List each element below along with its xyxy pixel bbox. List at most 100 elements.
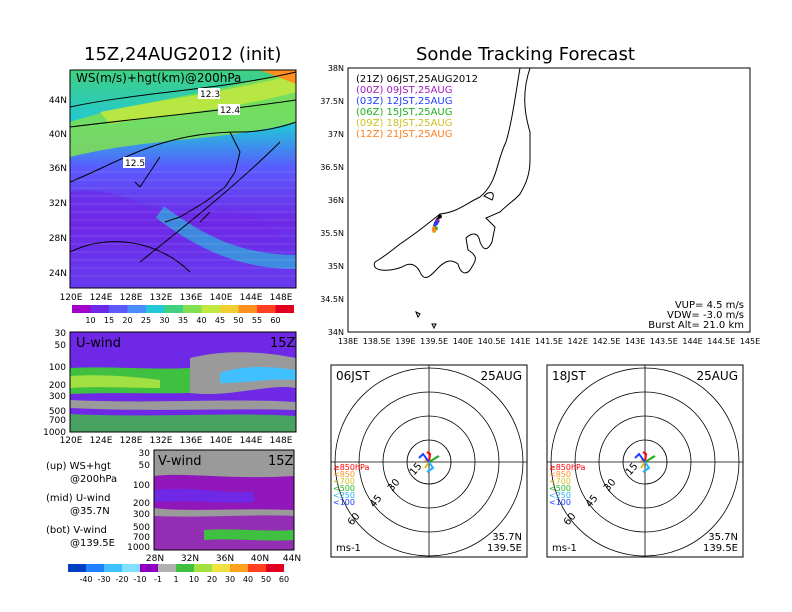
lon-tick-label: 139E: [395, 337, 415, 346]
hodograph-06jst: 06JST 25AUG35.7N139.5Ems-115304560≥850hPa…: [330, 364, 528, 558]
lon-tick-label: 143E: [625, 337, 645, 346]
track-point: [437, 214, 442, 219]
lon-tick-label: 143.5E: [650, 337, 678, 346]
pressure-tick: 100: [133, 481, 150, 491]
lat-tick-label: 34N: [328, 328, 344, 337]
wind-speed-map: WS(m/s)+hgt(km)@200hPa 12.3 12.4 12.5 44…: [49, 69, 297, 303]
contour-line: [69, 99, 297, 128]
colorbar-segment: [140, 564, 158, 572]
island: [415, 310, 421, 319]
contour-line: [69, 71, 297, 108]
colorbar-segment: [201, 305, 220, 313]
legend-entry: (21Z) 06JST,25AUG2012: [356, 74, 478, 85]
u-wind-section: U-wind 15Z 30 50 100 200 300 500 700 100…: [43, 329, 297, 446]
v-panel-label: V-wind: [158, 454, 202, 469]
colorbar-label: 55: [252, 316, 262, 325]
colorbar-segment: [109, 305, 128, 313]
level-legend: <850: [549, 470, 571, 479]
lon-tick-label: 145E: [740, 337, 760, 346]
hodo-vector: [634, 452, 646, 463]
colorbar-segment: [275, 305, 294, 313]
hodo-time: 06JST: [336, 369, 370, 383]
lat-tick-label: 24N: [49, 269, 67, 279]
pressure-tick: 500: [49, 407, 66, 417]
lon-tick-label: 140E: [210, 436, 233, 446]
colorbar-segment: [176, 564, 194, 572]
hodo-date: 25AUG: [696, 369, 738, 383]
lon-tick-label: 128E: [120, 293, 143, 303]
weak-wind-band: [70, 400, 296, 410]
legend-entry: (12Z) 21JST,25AUG: [356, 129, 453, 140]
lon-tick-label: 138E: [338, 337, 358, 346]
pressure-tick: 100: [49, 363, 66, 373]
hodo-lon: 139.5E: [487, 543, 522, 554]
colorbar-segment: [104, 564, 122, 572]
colorbar-segment: [212, 564, 230, 572]
lon-tick-label: 132E: [150, 293, 173, 303]
lon-tick-label: 120E: [60, 436, 83, 446]
lon-tick-label: 132E: [150, 436, 173, 446]
colorbar-segment: [248, 564, 266, 572]
hodo-vector: [418, 452, 430, 463]
lon-tick-label: 136E: [180, 293, 203, 303]
wind-colorbar: -40 -30 -20 -10 -1 1 10 20 30 40 50 60: [68, 564, 289, 584]
coastline: [373, 67, 531, 278]
level-legend: <250: [333, 491, 355, 500]
island: [431, 323, 437, 330]
colorbar-segment: [146, 305, 165, 313]
colorbar-segment: [238, 305, 257, 313]
left-title: 15Z,24AUG2012 (init): [84, 44, 282, 65]
contour-label-12-3: 12.3: [200, 90, 220, 100]
low-level-band: [70, 414, 296, 432]
lat-tick-label: 35N: [328, 262, 344, 271]
lat-tick-label: 34.5N: [320, 295, 344, 304]
hodo-time: 18JST: [552, 369, 586, 383]
v-wind-section: V-wind 15Z 30 50 100 200 300 500 700 100…: [127, 449, 301, 564]
colorbar-segment: [127, 305, 146, 313]
colorbar-segment: [164, 305, 183, 313]
param-vdw: VDW= -3.0 m/s: [667, 310, 744, 321]
hodograph-18jst: 18JST 25AUG35.7N139.5Ems-115304560≥850hPa…: [546, 364, 744, 558]
hodo-unit: ms-1: [552, 543, 577, 554]
colorbar-label: 10: [85, 316, 95, 325]
colorbar-segment: [220, 305, 239, 313]
colorbar-label: 50: [261, 575, 271, 584]
northerly-core: [154, 488, 254, 503]
param-vup: VUP= 4.5 m/s: [675, 300, 744, 311]
lat-tick-label: 44N: [49, 96, 67, 106]
legend-entry: (03Z) 12JST,25AUG: [356, 96, 453, 107]
hodo-vector: [424, 461, 430, 469]
u-frame: [69, 331, 297, 433]
level-legend: <250: [549, 491, 571, 500]
lon-tick-label: 144E: [682, 337, 702, 346]
contour-line: [69, 121, 297, 183]
level-legend: <500: [333, 484, 355, 493]
note-mid: (mid) U-wind @35.7N: [46, 493, 111, 517]
colorbar-label: 20: [207, 575, 217, 584]
colorbar-segment: [86, 564, 104, 572]
colorbar-label: 45: [215, 316, 225, 325]
lon-tick-label: 141.5E: [535, 337, 563, 346]
lat-tick-label: 36N: [216, 554, 234, 564]
level-legend: ≥850hPa: [333, 463, 370, 472]
lon-tick-label: 138.5E: [363, 337, 391, 346]
lat-tick-label: 40N: [251, 554, 269, 564]
colorbar-segment: [183, 305, 202, 313]
colorbar-segment: [68, 564, 86, 572]
ws-colorbar: 10 15 20 25 30 35 40 45 50 55 60: [72, 305, 294, 325]
hodo-vector: [428, 455, 440, 463]
level-legend: <700: [333, 477, 355, 486]
pressure-tick: 700: [49, 416, 66, 426]
u-panel-time: 15Z: [270, 336, 296, 351]
param-burst: Burst Alt= 21.0 km: [648, 320, 744, 331]
colorbar-segment: [257, 305, 276, 313]
contour-label-12-4: 12.4: [220, 106, 240, 116]
lat-tick-label: 28N: [49, 234, 67, 244]
lat-tick-label: 32N: [181, 554, 199, 564]
level-legend: <700: [549, 477, 571, 486]
pressure-tick: 300: [133, 510, 150, 520]
colorbar-label: 35: [178, 316, 188, 325]
easterly-band: [220, 366, 296, 383]
colorbar-segment: [230, 564, 248, 572]
jet-max: [260, 70, 296, 84]
